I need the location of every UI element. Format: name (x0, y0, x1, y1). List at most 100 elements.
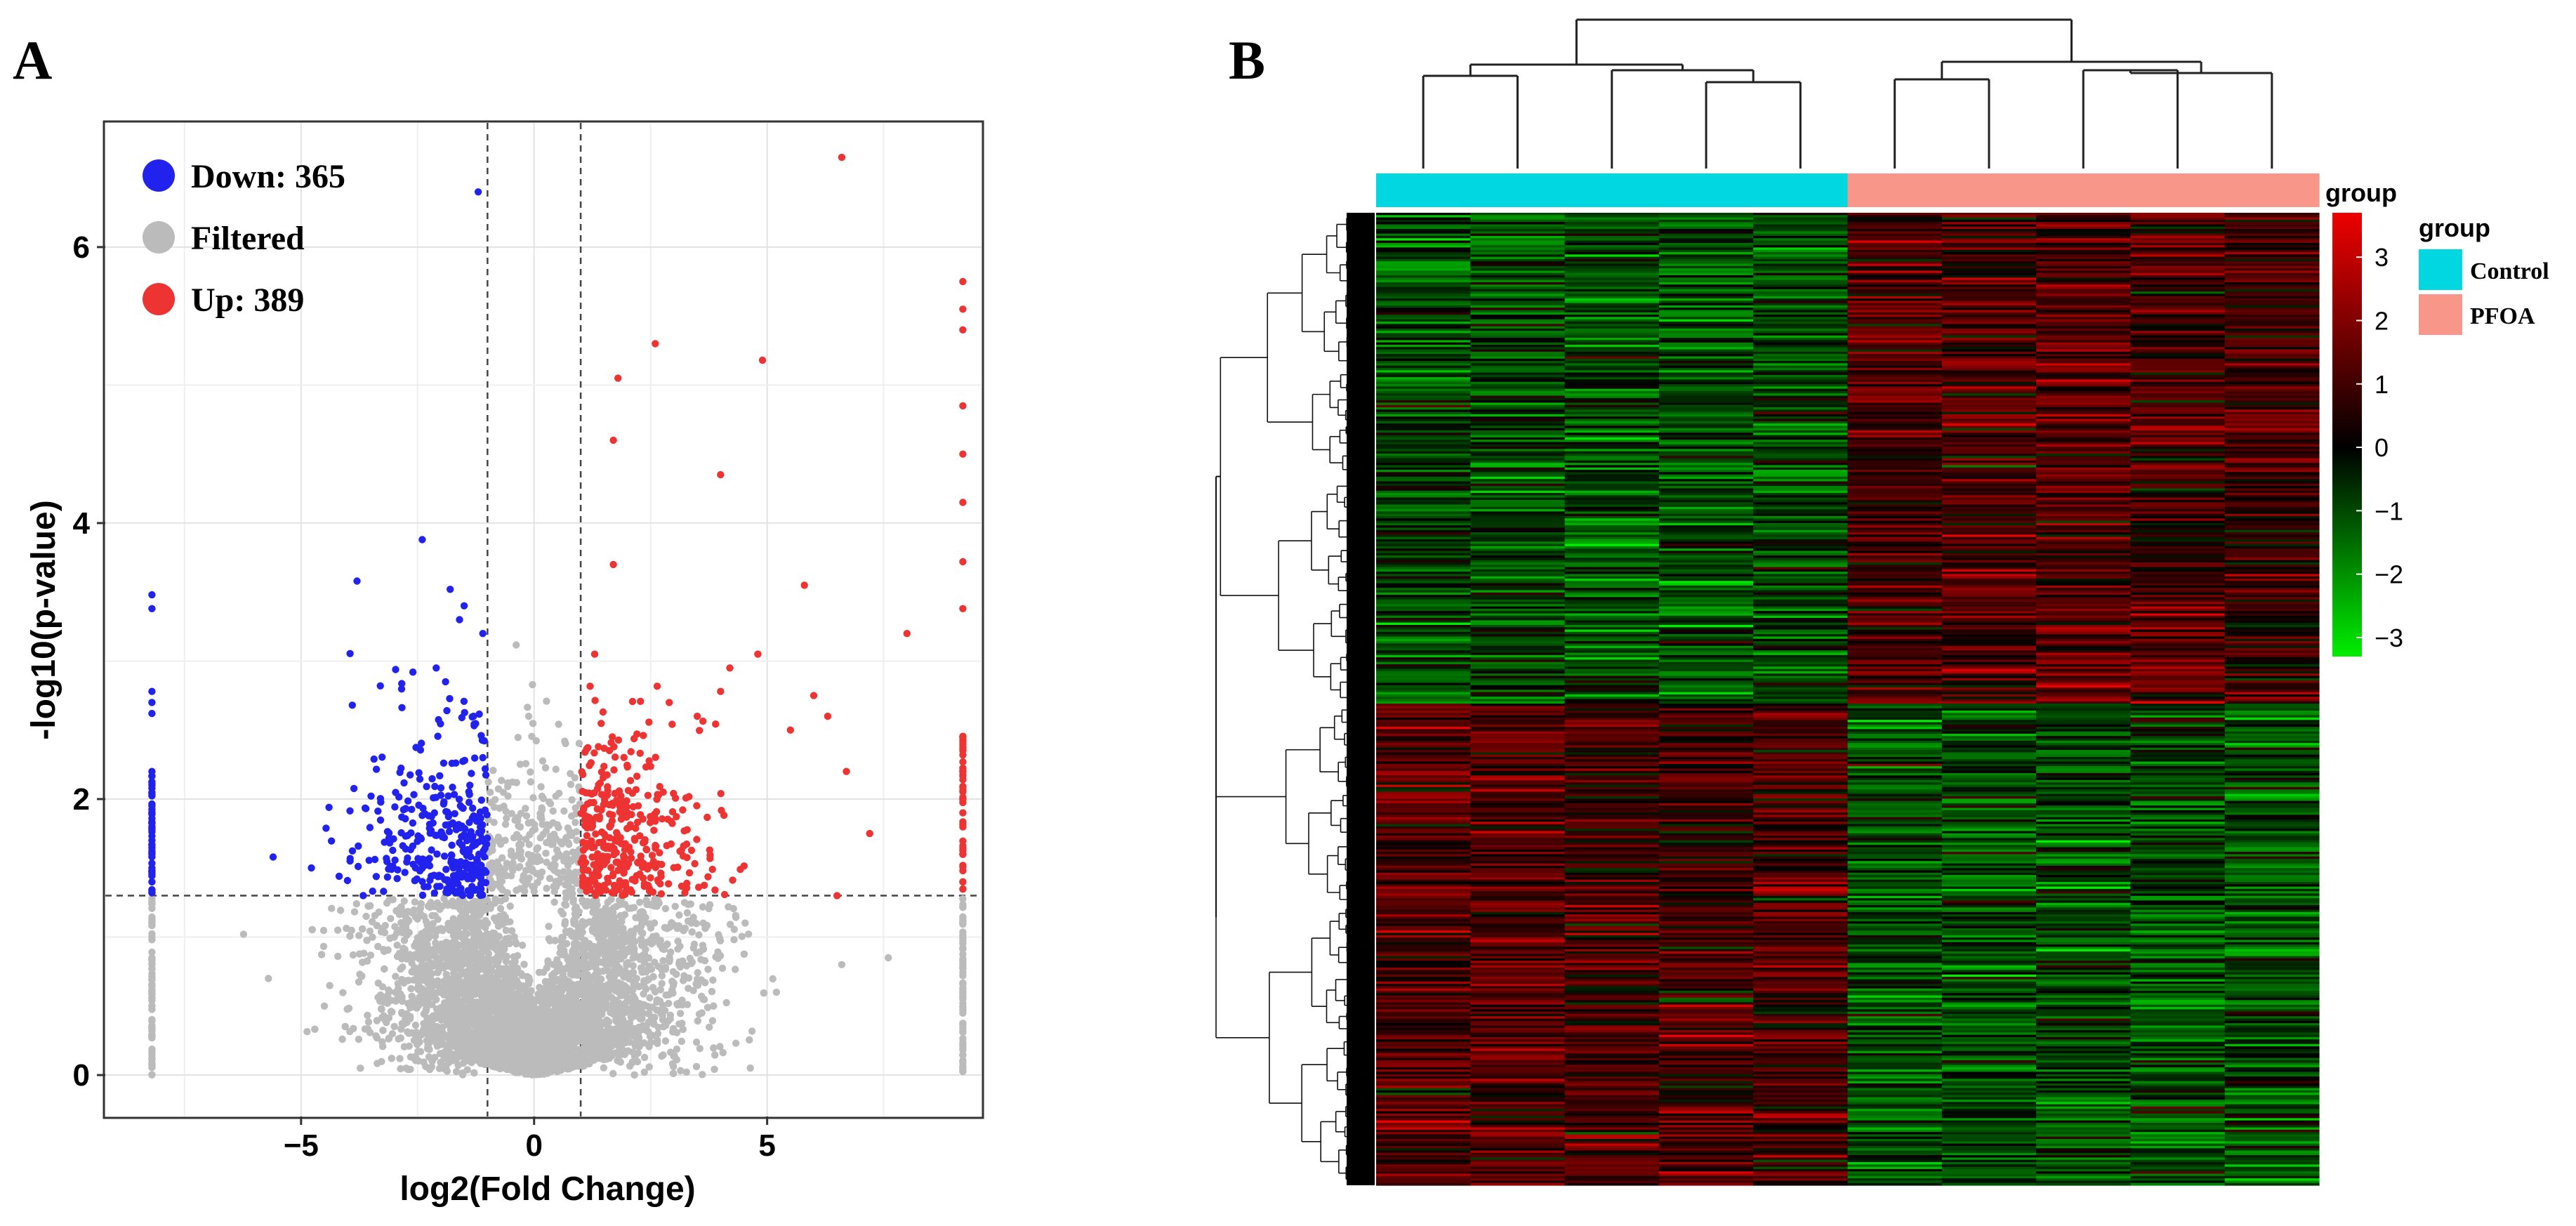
filtered-point (308, 925, 316, 934)
filtered-point (686, 954, 694, 963)
filtered-point (689, 914, 697, 921)
filtered-point (670, 979, 678, 987)
filtered-point (678, 1037, 686, 1046)
filtered-point (510, 953, 517, 961)
filtered-point (549, 985, 557, 993)
filtered-point (740, 950, 748, 958)
filtered-point (378, 1038, 386, 1046)
filtered-point (636, 898, 644, 907)
filtered-point (709, 976, 717, 984)
filtered-point (719, 1048, 727, 1057)
filtered-point (418, 930, 425, 937)
filtered-point (667, 948, 675, 956)
filtered-point (701, 957, 709, 965)
filtered-point (357, 1064, 364, 1072)
filtered-point (423, 1045, 432, 1053)
filtered-point (408, 992, 416, 1001)
filtered-point (695, 931, 703, 939)
filtered-point (722, 998, 730, 1007)
filtered-point (364, 902, 372, 910)
filtered-point (362, 912, 370, 921)
filtered-point (402, 1064, 410, 1072)
filtered-point (658, 980, 666, 987)
filtered-point (437, 1029, 445, 1037)
filtered-point (600, 1064, 607, 1072)
filtered-point (692, 1039, 701, 1046)
filtered-point (447, 980, 455, 987)
filtered-point (687, 900, 694, 908)
filtered-point (694, 1017, 701, 1025)
filtered-point (333, 926, 342, 934)
filtered-point (500, 911, 508, 918)
filtered-point (675, 911, 683, 919)
filtered-point (392, 907, 400, 915)
filtered-point (349, 951, 357, 959)
filtered-point (699, 1071, 706, 1079)
filtered-point (606, 955, 614, 963)
filtered-point (400, 937, 409, 944)
filtered-point (566, 927, 574, 935)
volcano-plot-area (103, 120, 984, 1119)
filtered-point (341, 1022, 349, 1031)
filtered-point (543, 992, 551, 1001)
filtered-point (348, 926, 355, 935)
filtered-point (679, 957, 687, 965)
filtered-point (401, 946, 409, 954)
filtered-point (369, 933, 376, 941)
filtered-point (656, 986, 664, 994)
filtered-point (399, 1020, 408, 1028)
filtered-point (493, 960, 501, 968)
filtered-point (456, 914, 465, 921)
filtered-point (658, 1052, 666, 1060)
filtered-point (744, 930, 753, 938)
filtered-point (669, 989, 677, 997)
filtered-point (423, 972, 431, 980)
filtered-point (746, 1064, 754, 1072)
filtered-point (706, 1023, 713, 1031)
filtered-point (454, 1029, 462, 1036)
filtered-point (694, 969, 701, 977)
filtered-point (393, 941, 401, 949)
filtered-point (529, 1036, 537, 1043)
filtered-point (645, 1043, 653, 1050)
filtered-point (425, 926, 434, 935)
filtered-point (646, 937, 654, 945)
filtered-point (432, 939, 440, 947)
filtered-point (606, 907, 614, 915)
filtered-point (352, 900, 360, 908)
filtered-point (674, 945, 682, 953)
filtered-point (583, 971, 591, 979)
filtered-point (507, 1003, 515, 1010)
filtered-point (710, 1044, 718, 1052)
filtered-point (388, 1055, 395, 1062)
filtered-point (729, 904, 737, 913)
filtered-point (497, 918, 506, 925)
filtered-point (653, 1006, 661, 1014)
filtered-point (669, 1069, 678, 1078)
filtered-point (730, 925, 739, 933)
filtered-point (526, 996, 534, 1003)
filtered-point (654, 1029, 662, 1038)
filtered-point (661, 965, 669, 973)
filtered-point (659, 944, 666, 953)
filtered-point (659, 957, 667, 965)
filtered-point (425, 961, 432, 968)
filtered-point (603, 1054, 611, 1062)
filtered-point (708, 987, 716, 996)
filtered-point (442, 970, 450, 979)
filtered-point (653, 996, 661, 1004)
filtered-point (239, 930, 248, 938)
filtered-point (374, 942, 382, 951)
filtered-point (579, 896, 586, 904)
filtered-point (539, 1024, 546, 1032)
filtered-point (319, 942, 328, 951)
filtered-point (598, 932, 607, 941)
filtered-point (646, 994, 654, 1002)
filtered-point (381, 965, 388, 973)
filtered-point (387, 1008, 395, 1015)
filtered-point (490, 914, 498, 922)
filtered-point (671, 902, 679, 911)
filtered-point (574, 923, 582, 931)
filtered-point (543, 964, 550, 972)
filtered-point (688, 928, 696, 936)
